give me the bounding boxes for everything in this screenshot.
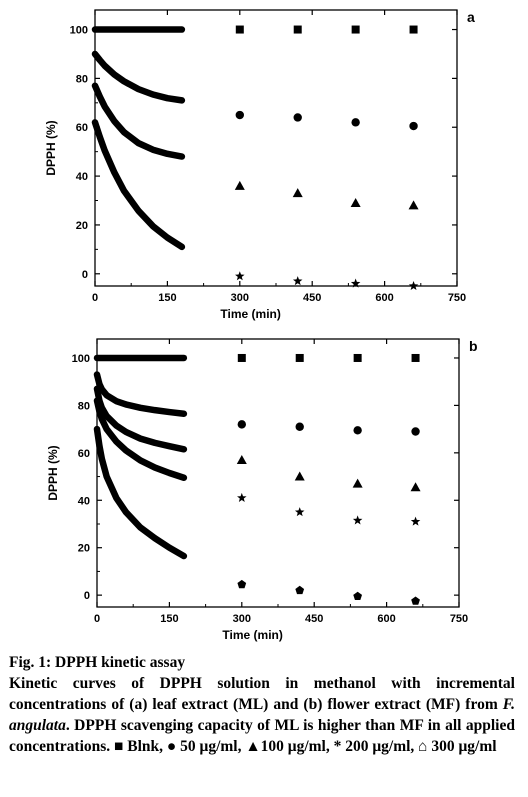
data-point-square — [235, 25, 244, 34]
data-point-star — [350, 278, 361, 288]
x-tick-label: 150 — [160, 613, 178, 625]
y-tick-label: 80 — [76, 73, 88, 85]
series-triangle — [93, 385, 421, 492]
data-point-circle — [235, 110, 244, 120]
data-point-star — [292, 276, 303, 286]
series-curve-star — [93, 397, 188, 481]
data-point-circle — [351, 118, 360, 127]
series-pentagon — [93, 425, 420, 605]
series-curve-circle — [93, 371, 188, 417]
chart-panel-b: 0 150 300 450 600 750 0 20 40 60 80 100 Time (min) DP… — [46, 338, 478, 642]
series-curve-triangle — [91, 82, 186, 160]
y-tick-label: 60 — [78, 448, 90, 460]
data-point-triangle — [236, 454, 247, 464]
data-point-pentagon — [295, 585, 305, 595]
data-point-triangle — [410, 482, 421, 492]
series-curve-star — [91, 119, 186, 251]
y-tick-label: 40 — [76, 171, 88, 183]
panel-label: b — [469, 338, 478, 354]
data-point-square — [295, 353, 304, 362]
data-point-triangle — [234, 180, 245, 190]
caption-body-part1: Kinetic curves of DPPH solution in metha… — [9, 675, 515, 713]
data-point-circle — [353, 426, 362, 435]
y-tick-label: 60 — [76, 122, 88, 134]
data-point-square — [237, 353, 246, 362]
series-star — [93, 397, 421, 526]
data-point-star — [410, 516, 421, 526]
y-tick-label: 20 — [78, 543, 90, 555]
x-tick-label: 0 — [94, 613, 100, 625]
caption-title: Fig. 1: DPPH kinetic assay — [9, 654, 186, 671]
x-tick-label: 0 — [92, 292, 98, 304]
series-square — [91, 25, 418, 34]
data-point-circle — [411, 427, 420, 436]
y-tick-label: 20 — [76, 220, 88, 232]
x-tick-label: 600 — [375, 292, 393, 304]
x-axis-title: Time (min) — [220, 307, 280, 321]
series-curve-pentagon — [93, 425, 188, 560]
x-axis-title: Time (min) — [222, 628, 282, 642]
x-tick-label: 300 — [231, 292, 249, 304]
x-tick-label: 450 — [305, 613, 323, 625]
data-point-star — [408, 281, 419, 291]
data-point-square — [293, 25, 302, 34]
y-tick-label: 100 — [72, 353, 90, 365]
y-axis-title: DPPH (%) — [44, 120, 58, 175]
x-tick-label: 600 — [377, 613, 395, 625]
panel-label: a — [467, 9, 475, 25]
data-point-circle — [295, 422, 304, 431]
data-point-triangle — [294, 471, 305, 481]
x-tick-label: 150 — [158, 292, 176, 304]
data-point-pentagon — [353, 591, 363, 601]
x-tick-label: 300 — [233, 613, 251, 625]
x-tick-label: 750 — [450, 613, 468, 625]
caption-body-part2: . DPPH scavenging capacity of ML is high… — [9, 717, 515, 755]
y-tick-label: 40 — [78, 495, 90, 507]
data-point-star — [237, 492, 247, 502]
data-point-star — [352, 515, 363, 525]
data-point-square — [409, 25, 418, 34]
caption-species: F. angulata — [9, 696, 515, 734]
chart-panel-a: 0 150 300 450 600 750 0 20 40 60 80 100 Time (min) DP… — [44, 9, 475, 321]
y-tick-label: 0 — [82, 269, 88, 281]
series-circle — [93, 371, 420, 436]
x-tick-label: 450 — [303, 292, 321, 304]
data-point-triangle — [292, 188, 303, 198]
plot-frame — [96, 338, 460, 608]
y-tick-label: 80 — [78, 400, 90, 412]
series-star — [91, 119, 419, 291]
data-point-star — [294, 507, 305, 517]
series-circle — [91, 50, 418, 131]
y-tick-label: 0 — [84, 590, 90, 602]
data-point-pentagon — [237, 579, 247, 589]
y-axis-title: DPPH (%) — [46, 445, 60, 500]
data-point-triangle — [350, 197, 361, 207]
data-point-circle — [409, 121, 418, 131]
data-point-square — [411, 353, 420, 362]
data-point-triangle — [408, 200, 419, 210]
y-tick-label: 100 — [70, 25, 88, 37]
data-point-pentagon — [411, 596, 420, 605]
data-point-square — [353, 353, 362, 362]
series-triangle — [91, 82, 419, 210]
series-square — [93, 353, 420, 362]
data-point-star — [235, 271, 245, 281]
x-tick-label: 750 — [448, 292, 466, 304]
data-point-square — [351, 25, 360, 34]
figure-caption: Fig. 1: DPPH kinetic assay Kinetic curve… — [9, 652, 515, 757]
series-curve-circle — [91, 50, 186, 104]
data-point-circle — [293, 113, 302, 122]
caption-body: Kinetic curves of DPPH solution in metha… — [9, 673, 515, 757]
data-point-circle — [237, 420, 246, 429]
data-point-triangle — [352, 478, 363, 488]
